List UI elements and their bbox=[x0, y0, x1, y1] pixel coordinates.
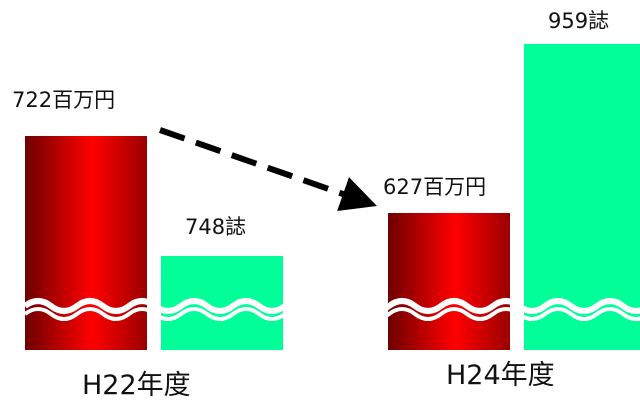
label-h22-budget: 722百万円 bbox=[12, 88, 115, 112]
category-h24: H24年度 bbox=[446, 360, 555, 391]
break-gap-0 bbox=[0, 290, 25, 325]
bar-h22-journals bbox=[161, 256, 283, 350]
bar-h24-budget bbox=[388, 213, 510, 350]
bar-h24-journals bbox=[524, 44, 640, 350]
trend-arrow bbox=[159, 127, 377, 212]
break-gap-1 bbox=[147, 290, 161, 325]
bar-h22-budget bbox=[25, 136, 147, 350]
break-gap-3 bbox=[510, 290, 524, 325]
label-h22-journals: 748誌 bbox=[185, 215, 246, 239]
category-h22: H22年度 bbox=[82, 370, 191, 401]
label-h24-journals: 959誌 bbox=[548, 9, 609, 33]
break-gap-2 bbox=[283, 290, 388, 325]
label-h24-budget: 627百万円 bbox=[383, 175, 486, 199]
